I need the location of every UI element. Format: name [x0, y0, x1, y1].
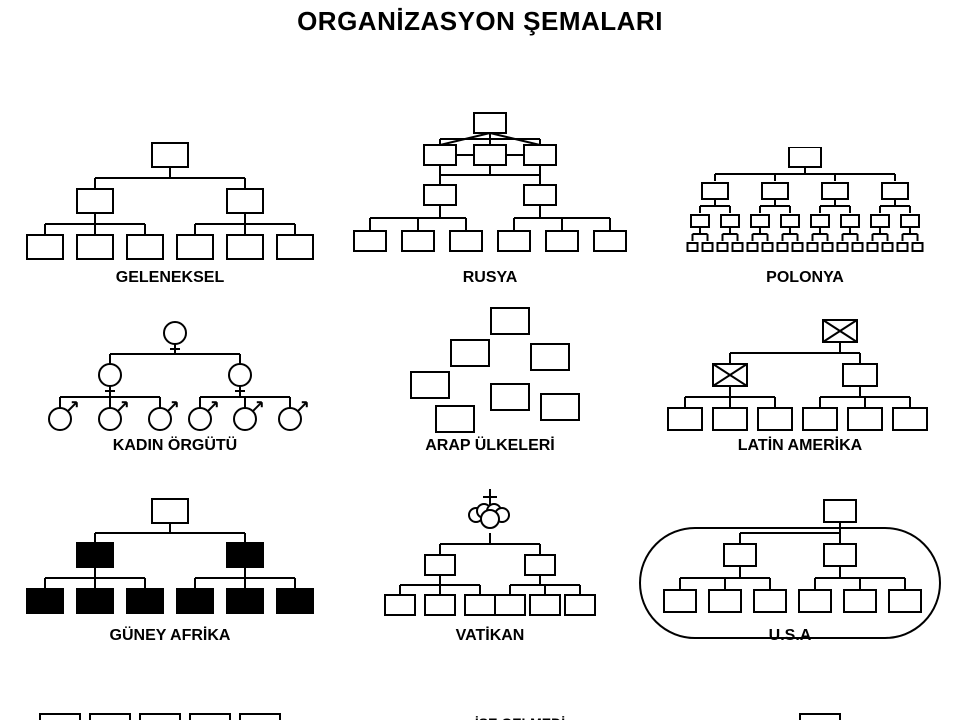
chart-arab: ARAP ÜLKELERİ	[360, 307, 620, 487]
chart-usa-svg	[630, 497, 950, 647]
chart-arab-svg	[360, 307, 620, 457]
chart-vatican-svg	[360, 487, 620, 647]
chart-poland-svg	[670, 147, 940, 287]
chart-russia: RUSYA	[340, 111, 640, 321]
chart-safrica: GÜNEY AFRİKA	[20, 497, 320, 677]
chart-latin-svg	[660, 317, 940, 457]
chart-women-label: KADIN ÖRGÜTÜ	[30, 437, 320, 455]
chart-poland-label: POLONYA	[670, 269, 940, 287]
chart-traditional: GELENEKSEL	[20, 141, 320, 321]
chart-traditional-label: GELENEKSEL	[20, 269, 320, 287]
chart-women-svg	[30, 317, 320, 457]
chart-russia-svg	[340, 111, 640, 291]
chart-latin-label: LATİN AMERİKA	[660, 437, 940, 455]
chart-usa-label: U.S.A	[630, 627, 950, 645]
chart-vatican-label: VATİKAN	[360, 627, 620, 645]
chart-latin: LATİN AMERİKA	[660, 317, 940, 487]
chart-vatican: VATİKAN	[360, 487, 620, 677]
chart-arab-label: ARAP ÜLKELERİ	[360, 437, 620, 455]
bottom-partial-row: İŞE GELMEDİ	[0, 697, 960, 720]
chart-women: KADIN ÖRGÜTÜ	[30, 317, 320, 487]
chart-poland: POLONYA	[670, 147, 940, 317]
chart-usa: U.S.A	[630, 497, 950, 677]
page-title: ORGANİZASYON ŞEMALARI	[0, 6, 960, 37]
chart-russia-label: RUSYA	[340, 269, 640, 287]
chart-safrica-label: GÜNEY AFRİKA	[20, 627, 320, 645]
chart-safrica-svg	[20, 497, 320, 647]
bottom-center-label: İŞE GELMEDİ	[420, 715, 620, 720]
